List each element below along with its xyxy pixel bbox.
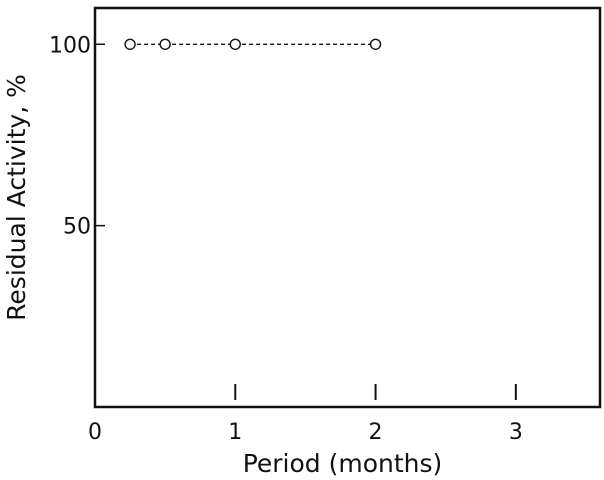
x-tick-label: 3: [509, 420, 523, 445]
y-axis-title: Residual Activity, %: [2, 74, 31, 321]
plot-area-frame: [93, 6, 602, 409]
data-point: [124, 38, 136, 50]
x-tick-label: 0: [88, 420, 102, 445]
x-axis-ticks: 0 1 2 3: [88, 384, 523, 445]
y-axis-ticks: 50 100: [49, 33, 105, 240]
y-tick-label: 100: [49, 33, 91, 58]
x-axis-title: Period (months): [243, 449, 443, 478]
data-point: [159, 38, 171, 50]
data-point: [229, 38, 241, 50]
y-tick-label: 50: [63, 215, 91, 240]
x-tick-label: 2: [369, 420, 383, 445]
series-layer: [124, 38, 382, 50]
x-tick-label: 1: [228, 420, 242, 445]
data-point: [369, 38, 382, 50]
